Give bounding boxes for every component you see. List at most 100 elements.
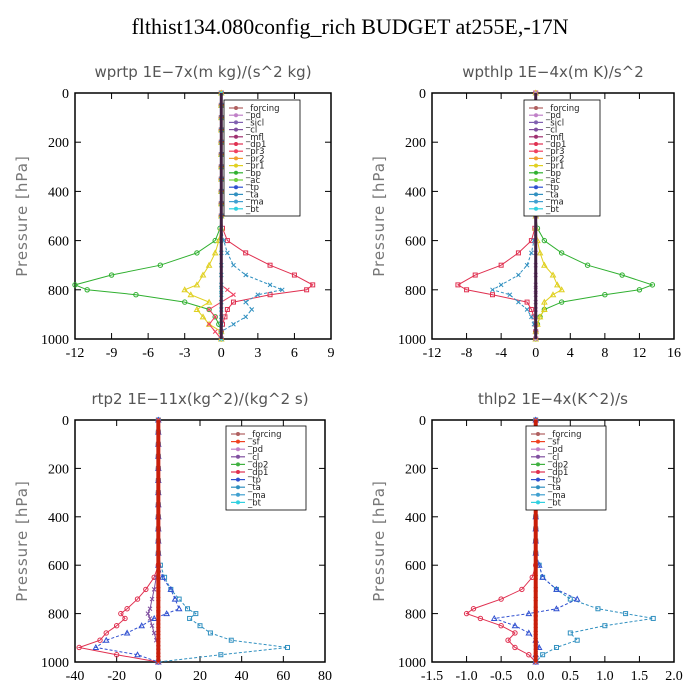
data-point xyxy=(97,637,103,643)
legend-label: _forcing xyxy=(245,104,280,114)
legend-label: _sf xyxy=(547,438,561,448)
y-tick-label: 1000 xyxy=(398,333,426,348)
data-point xyxy=(525,629,533,636)
data-point xyxy=(151,587,157,592)
legend-label: _ta xyxy=(245,190,259,200)
legend-marker xyxy=(536,462,540,467)
data-point xyxy=(243,299,249,305)
data-point xyxy=(490,614,498,621)
x-tick-label: -4 xyxy=(495,346,507,361)
data-point xyxy=(206,321,212,327)
data-point xyxy=(151,630,157,636)
legend-marker xyxy=(234,185,238,190)
legend-marker xyxy=(534,192,538,197)
x-tick-label: -40 xyxy=(66,669,85,684)
data-point xyxy=(167,585,175,592)
legend-marker xyxy=(236,492,240,497)
data-point xyxy=(113,623,120,629)
figure-title: flthist134.080config_rich BUDGET at255E,… xyxy=(131,14,569,39)
data-point xyxy=(243,250,249,256)
legend-item: _ta xyxy=(531,483,561,493)
data-point xyxy=(138,622,146,629)
legend-marker xyxy=(236,485,240,490)
legend-label: _cl xyxy=(545,126,557,136)
legend-item: _forcing xyxy=(531,430,582,440)
data-point xyxy=(118,610,124,617)
x-tick-label: 0 xyxy=(218,346,225,361)
data-point xyxy=(490,292,495,298)
data-point xyxy=(122,615,128,622)
legend-marker xyxy=(236,500,240,505)
y-tick-label: 200 xyxy=(48,462,69,477)
legend-item: _bt xyxy=(529,205,560,215)
data-point xyxy=(193,611,199,617)
x-tick-label: 12 xyxy=(632,346,646,361)
data-point xyxy=(515,250,521,256)
legend-label: _forcing xyxy=(547,430,582,440)
legend-label: _bp xyxy=(245,169,261,179)
legend-marker xyxy=(236,447,240,452)
data-point xyxy=(92,643,100,650)
legend-item: _ac xyxy=(529,176,560,186)
legend-item: _ta xyxy=(231,483,261,493)
data-point xyxy=(650,615,656,621)
panel-title: wpthlp 1E−4x(m K)/s^2 xyxy=(462,63,644,81)
legend-label: _sicl xyxy=(545,118,564,128)
y-tick-label: 400 xyxy=(48,185,69,200)
y-tick-label: 200 xyxy=(405,136,426,151)
data-point xyxy=(558,286,565,293)
legend-item: _dp2 xyxy=(531,460,568,470)
y-tick-label: 0 xyxy=(62,87,69,102)
data-point xyxy=(619,272,625,278)
legend-label: _mfl xyxy=(545,133,564,143)
y-tick-label: 800 xyxy=(405,608,426,623)
legend-marker xyxy=(534,127,538,132)
data-point xyxy=(636,287,643,293)
data-point xyxy=(567,630,573,636)
x-tick-label: -1.0 xyxy=(455,669,477,684)
legend-label: _pr2 xyxy=(245,154,265,164)
legend-marker xyxy=(236,454,240,459)
legend-label: _tp xyxy=(545,183,559,193)
legend-marker xyxy=(234,149,238,154)
legend-item: _pr1 xyxy=(229,162,265,172)
legend-label: _mfl xyxy=(245,133,264,143)
legend-item: _sicl xyxy=(229,118,264,128)
legend-label: _ma xyxy=(247,491,266,501)
data-point xyxy=(212,314,218,320)
legend-marker xyxy=(236,462,240,467)
legend-marker xyxy=(234,199,238,204)
data-point xyxy=(541,305,548,312)
legend-marker xyxy=(534,120,538,125)
y-tick-label: 0 xyxy=(62,414,69,429)
data-point xyxy=(72,282,78,288)
data-point xyxy=(193,281,201,288)
legend-marker xyxy=(536,477,540,482)
data-point xyxy=(549,291,557,298)
legend-item: _ma xyxy=(231,491,266,501)
legend-marker xyxy=(536,432,540,436)
data-point xyxy=(224,306,230,312)
data-point xyxy=(524,262,530,268)
legend-marker xyxy=(536,447,540,452)
data-point xyxy=(134,596,141,602)
data-point xyxy=(113,652,120,658)
data-point xyxy=(558,299,565,305)
legend-item: _bt xyxy=(231,498,262,508)
data-point xyxy=(163,610,171,617)
legend-marker xyxy=(234,142,238,146)
data-point xyxy=(595,606,601,612)
legend: _forcing_sf_pd_cl_dp2_dp1_tp_ta_ma_bt xyxy=(225,425,307,511)
data-point xyxy=(472,272,478,278)
x-tick-label: 20 xyxy=(193,669,207,684)
data-point xyxy=(103,630,109,636)
data-point xyxy=(553,585,560,592)
legend-item: _pd xyxy=(229,111,261,121)
y-tick-label: 400 xyxy=(405,185,426,200)
legend-label: _cl xyxy=(547,453,559,463)
legend-marker xyxy=(236,432,240,436)
legend-marker xyxy=(236,477,240,482)
data-point xyxy=(464,287,470,293)
legend-marker xyxy=(234,206,238,211)
legend-label: _dp1 xyxy=(247,468,268,478)
